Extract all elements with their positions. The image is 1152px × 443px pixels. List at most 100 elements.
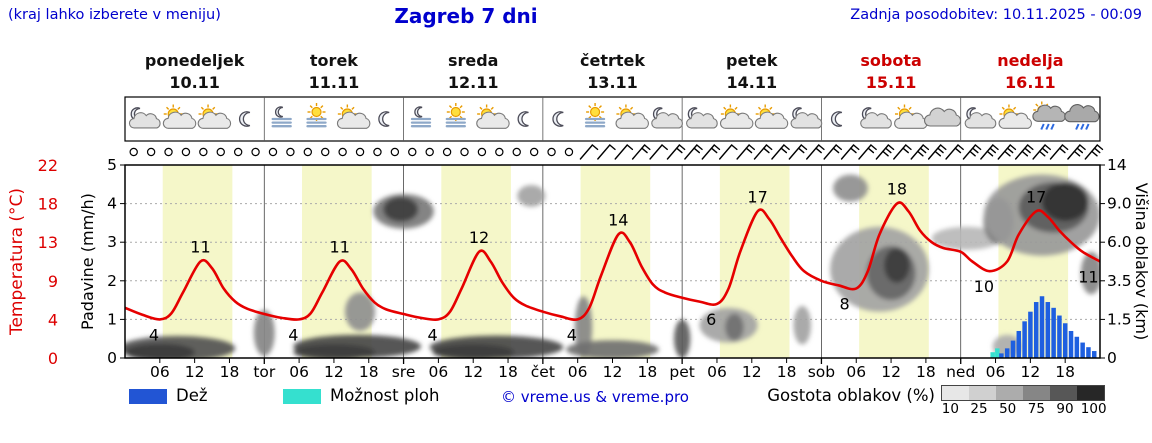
svg-text:nedelja: nedelja <box>997 51 1063 70</box>
sun-cloud-icon <box>197 104 232 129</box>
showers-legend-swatch <box>283 389 321 404</box>
moon-cloud-icon <box>651 107 683 129</box>
svg-text:pet: pet <box>669 363 694 381</box>
svg-text:12: 12 <box>463 363 483 381</box>
showers-legend-label: Možnost ploh <box>330 386 440 405</box>
wind-barb-icon <box>858 144 877 160</box>
svg-text:11: 11 <box>190 238 210 257</box>
svg-text:06: 06 <box>568 363 588 381</box>
svg-text:2: 2 <box>107 272 117 290</box>
svg-text:18: 18 <box>1055 363 1075 381</box>
svg-text:16.11: 16.11 <box>1005 73 1056 92</box>
svg-text:ned: ned <box>946 363 975 381</box>
cloud-density-ticks: 10 25 50 75 90 100 <box>936 401 1108 417</box>
cloud-density-label: Gostota oblakov (%) <box>767 386 935 405</box>
svg-text:Višina oblakov (km): Višina oblakov (km) <box>1132 183 1151 340</box>
svg-text:06: 06 <box>150 363 170 381</box>
svg-text:06: 06 <box>289 363 309 381</box>
svg-text:4: 4 <box>48 310 58 329</box>
sun-cloud-icon <box>894 104 928 129</box>
svg-text:10.11: 10.11 <box>169 73 220 92</box>
page-title: Zagreb 7 dni <box>394 4 538 28</box>
density-tick: 75 <box>1027 401 1045 417</box>
cloud-icon <box>924 107 962 127</box>
svg-text:18: 18 <box>777 363 797 381</box>
wind-barb-icon <box>1084 144 1104 160</box>
cloud-density-scale <box>941 385 1105 401</box>
wind-barb-icon <box>614 144 634 160</box>
weather-icon-strip <box>124 96 1101 142</box>
svg-text:11: 11 <box>330 238 350 257</box>
svg-text:12: 12 <box>881 363 901 381</box>
wind-barb-icon <box>840 144 860 160</box>
density-tick: 10 <box>941 401 959 417</box>
moon-cloud-icon <box>964 107 997 129</box>
moon-icon <box>378 111 390 127</box>
wind-barb-icon <box>1032 144 1051 160</box>
right-axis: 0 1.5 3.5 6.0 9.0 14 Višina oblakov (km) <box>1100 156 1151 367</box>
svg-text:06: 06 <box>986 363 1006 381</box>
wind-barb-icon <box>684 144 703 160</box>
svg-text:12: 12 <box>469 228 489 247</box>
svg-text:18: 18 <box>38 195 58 214</box>
rain-legend-label: Dež <box>176 386 208 405</box>
wind-barb-icon <box>945 144 964 160</box>
moon-icon <box>239 111 251 127</box>
density-segment <box>1023 386 1050 400</box>
svg-text:sob: sob <box>808 363 835 381</box>
fog-sun-icon <box>445 103 466 128</box>
svg-text:17: 17 <box>1026 187 1046 206</box>
svg-text:Temperatura (°C): Temperatura (°C) <box>7 188 27 336</box>
wind-barb-icon <box>997 144 1017 160</box>
wind-barb-icon <box>736 144 755 160</box>
sun-cloud-icon <box>615 104 649 129</box>
svg-text:sreda: sreda <box>448 51 499 70</box>
cloud-cover-blobs <box>125 174 1100 358</box>
wind-barb-icon <box>1067 144 1086 160</box>
wind-barb-icon <box>893 144 912 160</box>
svg-text:13.11: 13.11 <box>587 73 638 92</box>
density-tick: 50 <box>999 401 1017 417</box>
svg-text:čet: čet <box>531 363 555 381</box>
svg-text:12: 12 <box>742 363 762 381</box>
svg-text:06: 06 <box>429 363 449 381</box>
wind-barb-icon <box>701 144 721 160</box>
svg-text:10: 10 <box>974 277 994 296</box>
wind-barb-icon <box>666 144 686 160</box>
density-tick: 100 <box>1080 401 1107 417</box>
moon-icon <box>552 111 564 127</box>
wind-barb-icon <box>823 144 843 160</box>
svg-text:9.0: 9.0 <box>1107 195 1132 213</box>
moon-cloud-icon <box>790 107 823 129</box>
svg-text:18: 18 <box>887 180 907 199</box>
svg-text:4: 4 <box>107 195 117 213</box>
svg-text:15.11: 15.11 <box>866 73 917 92</box>
wind-symbol-row <box>129 144 1104 160</box>
svg-text:12: 12 <box>603 363 623 381</box>
shower-bars <box>990 348 1000 358</box>
svg-text:06: 06 <box>707 363 727 381</box>
svg-text:14.11: 14.11 <box>726 73 777 92</box>
moon-cloud-icon <box>860 107 892 129</box>
svg-text:11.11: 11.11 <box>309 73 360 92</box>
svg-text:tor: tor <box>253 363 276 381</box>
svg-text:4: 4 <box>567 325 577 344</box>
svg-text:4: 4 <box>427 325 437 344</box>
svg-text:četrtek: četrtek <box>580 51 645 70</box>
moon-cloud-icon <box>128 107 161 129</box>
svg-text:1: 1 <box>107 310 117 328</box>
moon-cloud-icon <box>686 107 718 129</box>
wind-barb-icon <box>1049 144 1069 160</box>
svg-text:5: 5 <box>107 156 117 174</box>
svg-text:1.5: 1.5 <box>1107 310 1132 328</box>
svg-text:12: 12 <box>1020 363 1040 381</box>
svg-text:13: 13 <box>38 233 58 252</box>
x-axis: 06 12 18 06 12 18 06 12 18 06 12 18 06 12 18 06 12 18 06 12… <box>150 358 1075 381</box>
svg-text:12: 12 <box>324 363 344 381</box>
density-tick: 90 <box>1056 401 1074 417</box>
svg-text:sre: sre <box>392 363 416 381</box>
copyright-link[interactable]: © vreme.us & vreme.pro <box>501 388 689 406</box>
svg-text:ponedeljek: ponedeljek <box>145 51 245 70</box>
moon-icon <box>830 111 843 127</box>
